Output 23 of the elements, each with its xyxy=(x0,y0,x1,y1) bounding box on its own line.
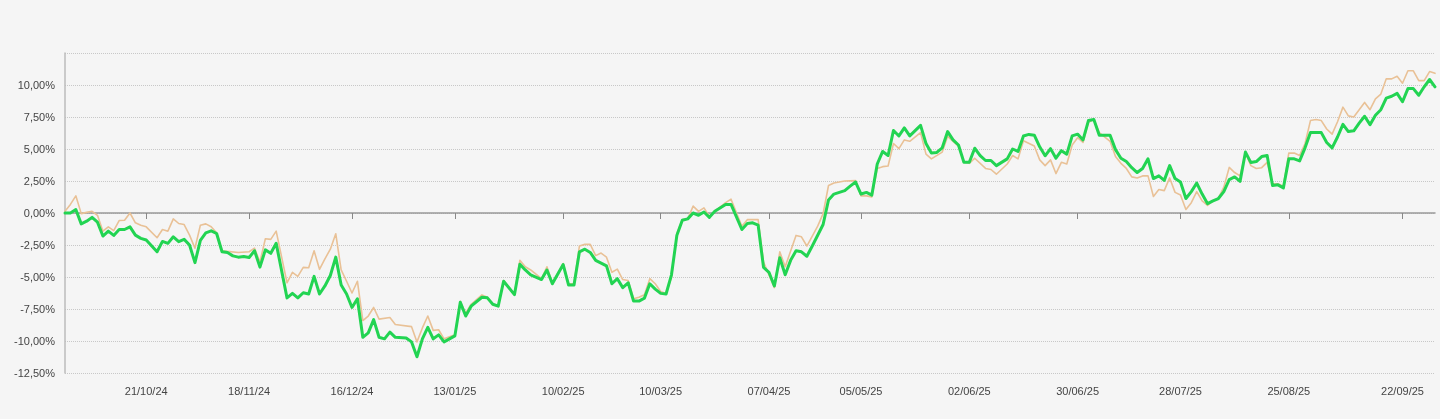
y-tick-label: 2,50% xyxy=(23,175,56,187)
y-tick-label: 5,00% xyxy=(23,143,56,155)
y-tick-label: -5,00% xyxy=(20,271,56,283)
y-tick-label: 7,50% xyxy=(23,111,56,123)
x-tick-label: 10/02/25 xyxy=(541,384,585,397)
y-tick-label: -7,50% xyxy=(20,303,56,315)
x-tick-label: 22/09/25 xyxy=(1381,384,1424,397)
x-tick-label: 30/06/25 xyxy=(1056,384,1100,397)
x-tick-label: 16/12/24 xyxy=(330,384,374,397)
x-tick-label: 02/06/25 xyxy=(947,384,991,397)
x-tick-label: 28/07/25 xyxy=(1159,384,1202,397)
y-tick-label: 0,00% xyxy=(23,207,56,219)
x-tick-label: 07/04/25 xyxy=(747,384,791,397)
x-tick-label: 21/10/24 xyxy=(124,384,168,397)
x-tick-label: 05/05/25 xyxy=(839,384,883,397)
x-tick-label: 25/08/25 xyxy=(1267,384,1311,397)
x-tick-label: 13/01/25 xyxy=(433,384,477,397)
y-tick-label: -12,50% xyxy=(14,367,56,379)
y-tick-label: 10,00% xyxy=(17,79,56,91)
x-tick-label: 18/11/24 xyxy=(228,384,271,397)
y-tick-label: -10,00% xyxy=(14,335,56,347)
y-tick-label: -2,50% xyxy=(20,239,56,251)
x-tick-label: 10/03/25 xyxy=(639,384,683,397)
